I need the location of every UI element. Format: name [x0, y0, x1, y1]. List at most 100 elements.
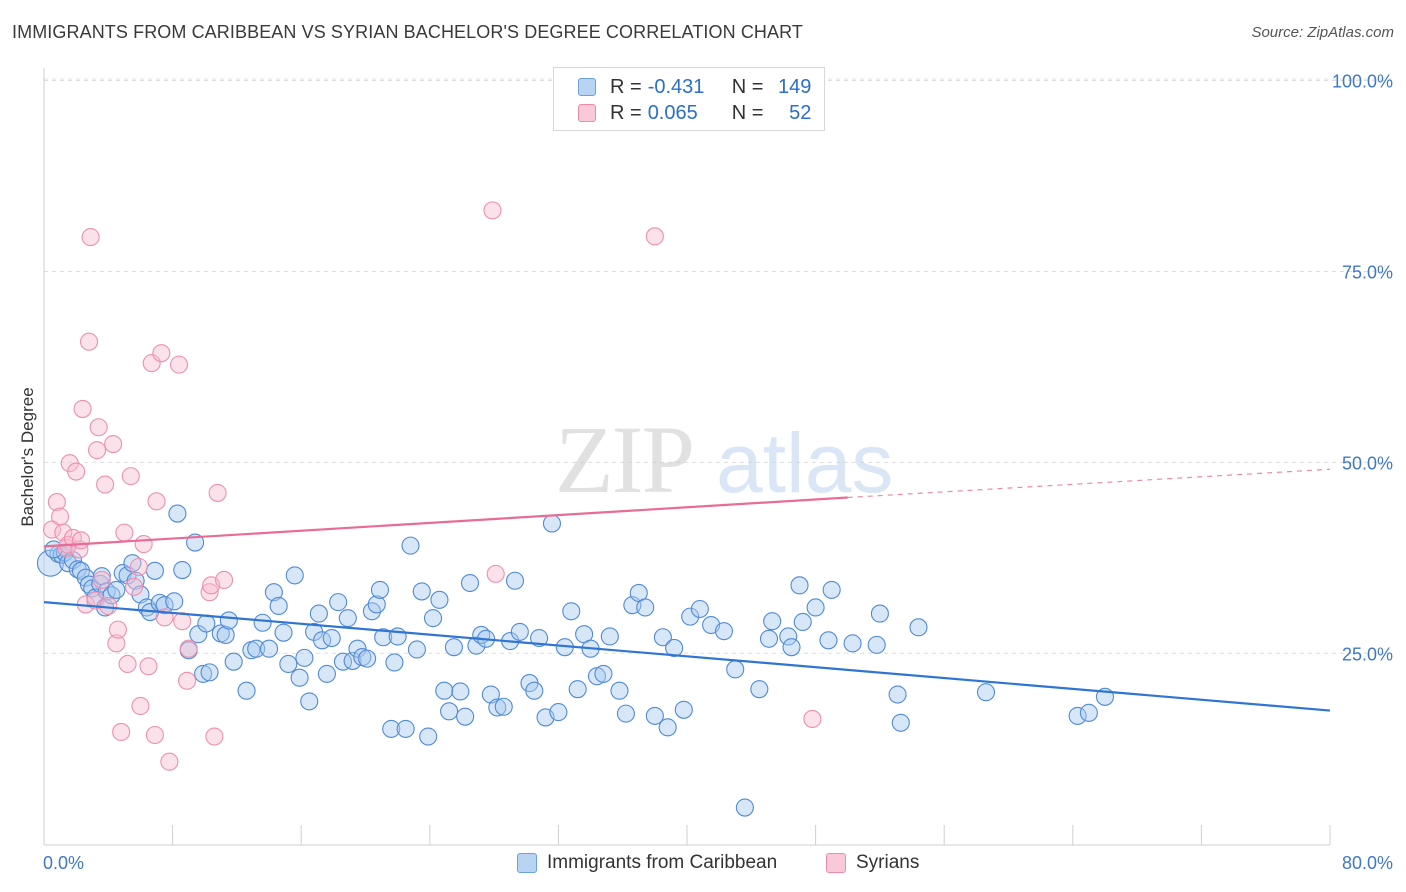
caribbean-point	[1079, 703, 1098, 722]
legend-item-syrians[interactable]: Syrians	[826, 852, 919, 874]
caribbean-point	[562, 602, 581, 621]
tick-labels: 25.0% 50.0% 75.0% 100.0% 0.0% 80.0%	[43, 72, 1393, 873]
caribbean-point	[274, 623, 293, 642]
caribbean-point	[107, 580, 126, 599]
caribbean-point	[750, 680, 769, 699]
watermark: ZIP atlas	[555, 406, 893, 513]
syrian-point	[160, 752, 179, 771]
syrian-point	[108, 620, 127, 639]
caribbean-point	[385, 653, 404, 672]
caribbean-point	[467, 636, 486, 655]
legend-r-value: 0.065	[647, 101, 698, 124]
caribbean-point	[423, 609, 443, 628]
caribbean-point	[430, 590, 449, 609]
syrian-point	[107, 634, 126, 653]
caribbean-point	[300, 692, 319, 711]
syrian-point	[92, 570, 111, 590]
caribbean-point	[338, 609, 357, 628]
caribbean-point	[653, 628, 672, 647]
caribbean-point	[488, 698, 507, 717]
caribbean-point	[525, 681, 544, 700]
caribbean-point	[322, 628, 341, 648]
legend-label-syrians: Syrians	[856, 852, 920, 873]
syrian-point	[87, 441, 107, 460]
caribbean-point	[370, 580, 390, 599]
caribbean-point	[126, 571, 145, 590]
caribbean-point	[530, 628, 549, 648]
caribbean-point	[494, 697, 513, 716]
caribbean-point	[444, 638, 463, 657]
caribbean-point	[309, 604, 328, 623]
legend-swatch-syrians	[578, 104, 596, 122]
caribbean-point	[279, 654, 298, 674]
legend-n-value: 52	[789, 101, 812, 124]
caribbean-point	[197, 614, 216, 633]
legend-r-value: -0.431	[647, 75, 705, 98]
caribbean-point	[295, 648, 314, 667]
legend-row-caribbean: R = -0.431 N = 149	[578, 75, 811, 99]
syrian-point	[200, 583, 219, 602]
syrian-point	[486, 564, 505, 583]
caribbean-point	[224, 652, 243, 671]
caribbean-point	[782, 638, 801, 657]
syrian-point	[169, 355, 189, 374]
correlation-legend: R = -0.431 N = 149 R = 0.065 N = 52	[553, 67, 825, 131]
syrian-point	[89, 418, 108, 437]
syrian-point	[178, 671, 197, 690]
legend-n-label: N =	[731, 75, 764, 98]
x-tick-label: 80.0%	[1342, 853, 1393, 873]
caribbean-point	[460, 573, 480, 593]
caribbean-point	[568, 680, 587, 699]
syrian-point	[79, 332, 99, 351]
legend-r-label: R =	[610, 101, 642, 124]
caribbean-point	[247, 639, 266, 658]
caribbean-point	[367, 595, 386, 614]
syrian-point	[71, 531, 91, 550]
caribbean-point	[219, 611, 238, 630]
legend-item-caribbean[interactable]: Immigrants from Caribbean	[517, 852, 777, 874]
caribbean-point	[451, 682, 470, 701]
caribbean-point	[610, 681, 629, 700]
caribbean-point	[348, 639, 367, 658]
syrian-point	[645, 227, 664, 246]
syrian-point	[81, 228, 100, 247]
caribbean-point	[290, 668, 309, 687]
y-tick-label: 100.0%	[1332, 72, 1393, 92]
syrian-trend-extension	[847, 468, 1331, 499]
syrian-point	[47, 493, 66, 512]
caribbean-point	[636, 598, 655, 617]
source-label: Source: ZipAtlas.com	[1251, 24, 1394, 41]
caribbean-point	[216, 625, 235, 645]
syrian-point	[67, 462, 86, 481]
caribbean-point	[806, 598, 825, 617]
watermark-zip: ZIP	[555, 406, 693, 513]
caribbean-point	[819, 631, 838, 650]
caribbean-point	[645, 706, 664, 725]
caribbean-point	[382, 719, 401, 738]
caribbean-point	[412, 582, 431, 601]
y-tick-label: 75.0%	[1342, 262, 1393, 282]
caribbean-point	[456, 707, 475, 726]
syrian-point	[205, 727, 224, 746]
caribbean-point	[888, 685, 907, 704]
caribbean-point	[253, 613, 272, 632]
series-legend: Immigrants from Caribbean Syrians	[0, 852, 1406, 878]
caribbean-point	[269, 596, 288, 615]
caribbean-point	[358, 649, 377, 668]
legend-row-syrians: R = 0.065 N = 52	[578, 101, 811, 125]
legend-r-label: R =	[610, 75, 642, 98]
syrian-point	[115, 523, 134, 542]
caribbean-point	[735, 798, 754, 817]
y-tick-label: 25.0%	[1342, 644, 1393, 664]
caribbean-point	[407, 640, 426, 659]
syrian-point	[121, 467, 140, 486]
syrian-point	[51, 507, 70, 526]
caribbean-trend-line	[43, 601, 1331, 712]
y-tick-label: 50.0%	[1342, 453, 1393, 473]
syrian-point	[208, 483, 227, 502]
caribbean-point	[843, 634, 862, 653]
syrian-point	[118, 654, 137, 674]
caribbean-point	[173, 560, 192, 580]
caribbean-point	[333, 652, 353, 671]
